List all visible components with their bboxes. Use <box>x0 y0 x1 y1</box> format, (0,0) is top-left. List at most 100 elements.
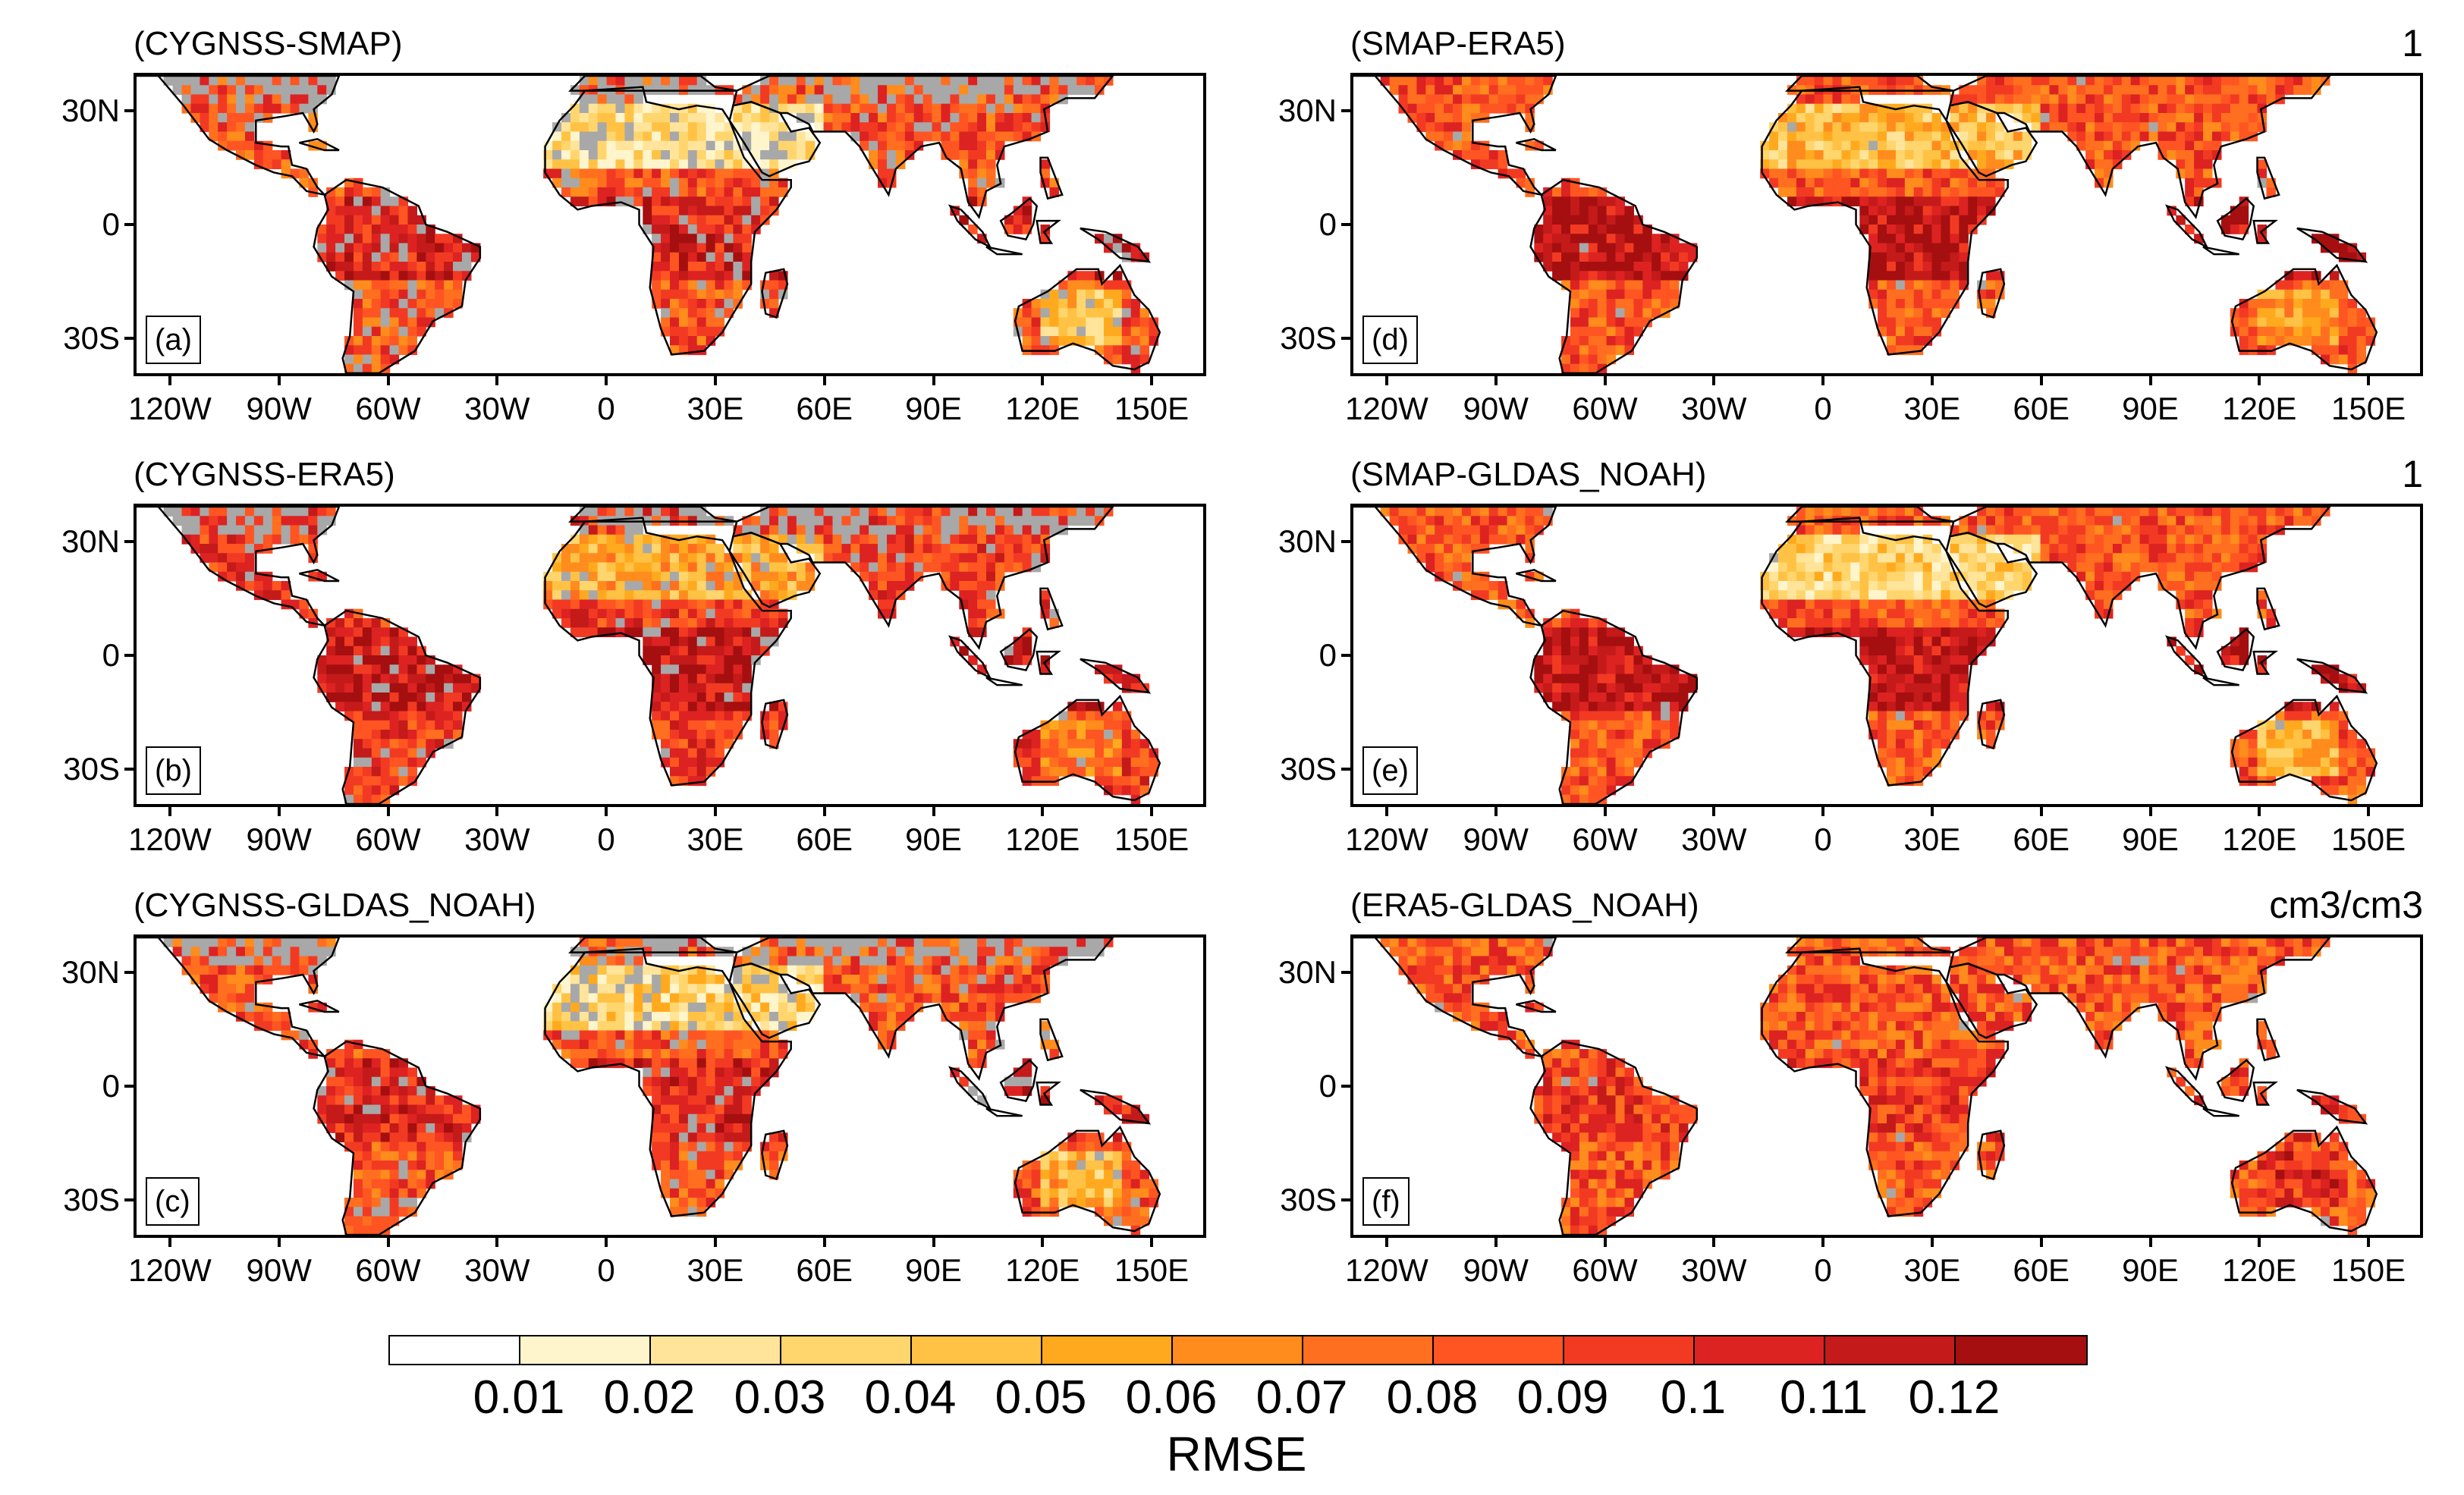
colorbar-tick-label: 0.01 <box>473 1371 565 1424</box>
lon-tick-label: 60E <box>2013 391 2070 426</box>
colorbar-cell <box>781 1336 912 1364</box>
colorbar <box>388 1335 2088 1365</box>
lon-tick <box>2367 376 2371 385</box>
lon-tick <box>277 1238 281 1247</box>
lon-tick-label: 90W <box>246 821 312 857</box>
coastline-sulawesi <box>1036 219 1061 244</box>
lat-tick-label: 0 <box>1318 1068 1337 1104</box>
coastline-sulawesi <box>2252 1081 2278 1106</box>
lon-tick <box>2258 807 2261 816</box>
panel-corner-label: 1 <box>2402 453 2423 495</box>
lon-tick <box>1150 376 1154 385</box>
lon-tick-label: 120E <box>1005 1252 1080 1288</box>
lon-tick <box>605 376 608 385</box>
coastline-samerica <box>313 1040 482 1235</box>
coastline-cuba <box>1516 569 1557 583</box>
rmse-map <box>1353 938 2378 1235</box>
colorbar-cell <box>651 1336 781 1364</box>
lon-tick <box>605 1238 608 1247</box>
coastline-eurasia <box>568 507 1114 650</box>
coastline-samerica <box>313 609 482 804</box>
lat-tick <box>1341 540 1350 543</box>
coastline-philippines <box>1039 1018 1064 1062</box>
coastline-borneo <box>2216 1059 2255 1102</box>
lat-tick-label: 30S <box>63 751 120 787</box>
lon-tick <box>1712 807 1716 816</box>
lon-tick <box>2258 1238 2261 1247</box>
coastline-borneo <box>2216 628 2255 671</box>
lat-tick <box>1341 109 1350 112</box>
lat-tick-label: 30S <box>1280 1182 1337 1217</box>
lon-tick-label: 150E <box>2331 1252 2406 1288</box>
lon-tick <box>1603 1238 1607 1247</box>
lon-tick <box>1041 1238 1045 1247</box>
coastline-philippines <box>2256 156 2280 200</box>
colorbar-tick-label: 0.09 <box>1516 1371 1609 1424</box>
colorbar-cell <box>1303 1336 1434 1364</box>
lon-tick-label: 30E <box>1903 821 1961 857</box>
lon-tick-label: 30W <box>1681 1252 1747 1288</box>
lon-tick <box>1821 1238 1825 1247</box>
coastline-cuba <box>299 138 340 152</box>
lon-tick-label: 30E <box>1903 391 1961 426</box>
coastline-sulawesi <box>1036 650 1061 675</box>
panel-title: (ERA5-GLDAS_NOAH) <box>1350 887 1699 924</box>
coastline-cuba <box>299 1000 340 1013</box>
colorbar-tick-label: 0.1 <box>1660 1371 1727 1424</box>
colorbar-cell <box>1173 1336 1303 1364</box>
coastline-newguinea <box>1080 227 1152 263</box>
lat-tick-label: 30N <box>1278 523 1337 559</box>
colorbar-cell <box>520 1336 651 1364</box>
coastline-newguinea <box>1080 1088 1152 1125</box>
lon-tick <box>386 1238 390 1247</box>
coastline-africa <box>1761 517 2009 787</box>
panel-tag: (e) <box>1362 746 1418 795</box>
lon-tick-label: 60E <box>2013 821 2070 857</box>
colorbar-tick-label: 0.11 <box>1779 1371 1868 1424</box>
lat-tick <box>1341 223 1350 226</box>
coastline-samerica <box>1529 1040 1699 1235</box>
lon-tick <box>932 1238 935 1247</box>
lon-tick-label: 90W <box>246 1252 312 1288</box>
lon-tick <box>1821 807 1825 816</box>
lat-tick-label: 30N <box>61 954 120 990</box>
coastline-africa <box>1761 86 2009 356</box>
lon-tick <box>495 807 499 816</box>
lon-tick <box>386 376 390 385</box>
coastline-madagascar <box>1978 268 2006 319</box>
coastline-samerica <box>313 178 482 373</box>
lon-tick-label: 30W <box>464 391 530 426</box>
lon-tick <box>168 376 171 385</box>
rmse-map <box>137 76 1161 373</box>
lon-tick-label: 0 <box>1814 391 1832 426</box>
lat-tick-label: 0 <box>1318 206 1337 242</box>
coastline-samerica <box>1529 178 1699 373</box>
lon-tick-label: 120E <box>2222 821 2297 857</box>
lon-tick <box>2039 807 2043 816</box>
lon-tick-label: 150E <box>1114 391 1190 426</box>
coastline-africa <box>544 517 792 787</box>
lon-tick <box>713 1238 717 1247</box>
lon-tick <box>2148 807 2152 816</box>
lon-tick <box>168 1238 171 1247</box>
coastline-newguinea <box>1080 658 1152 694</box>
coastline-australia <box>2230 1125 2378 1233</box>
coastline-cuba <box>1516 1000 1557 1013</box>
panel-title: (SMAP-ERA5) <box>1350 25 1566 62</box>
rmse-grid <box>163 507 1159 804</box>
lat-tick-label: 0 <box>1318 637 1337 673</box>
lat-tick-label: 0 <box>102 1068 120 1104</box>
lon-tick-label: 30E <box>1903 1252 1961 1288</box>
lat-tick <box>124 971 134 974</box>
lon-tick-label: 120E <box>1005 391 1080 426</box>
coastline-newguinea <box>2296 227 2368 263</box>
lon-tick-label: 60W <box>355 391 421 426</box>
coastline-java <box>2202 246 2239 256</box>
lon-tick <box>2258 376 2261 385</box>
panel-title: (CYGNSS-ERA5) <box>134 456 395 493</box>
coastline-borneo <box>2216 197 2255 240</box>
lon-tick-label: 120E <box>2222 391 2297 426</box>
lon-tick <box>822 376 826 385</box>
colorbar-title: RMSE <box>1166 1427 1307 1481</box>
